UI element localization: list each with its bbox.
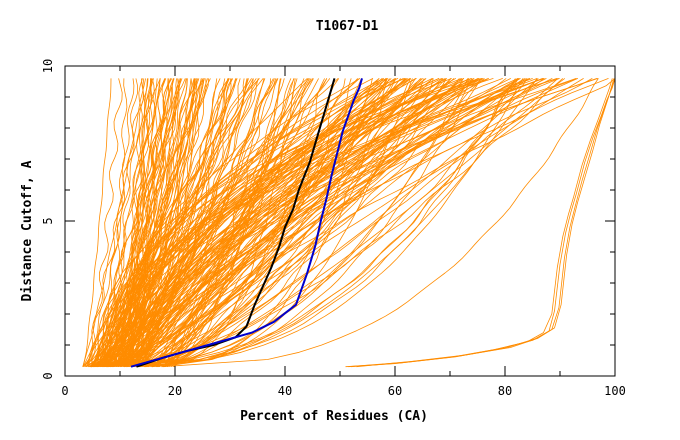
highlight-curves: [130, 78, 363, 368]
model-curve: [90, 78, 183, 367]
model-curve: [126, 78, 519, 368]
model-curve: [116, 78, 383, 367]
model-curve: [166, 78, 285, 368]
model-curve: [141, 78, 616, 367]
y-axis-label: Distance Cutoff, A: [20, 160, 35, 301]
model-curve: [143, 78, 545, 367]
model-curve: [142, 78, 577, 367]
model-curve: [120, 78, 475, 367]
model-curve: [139, 78, 533, 367]
model-curve: [130, 78, 392, 367]
model-curve: [94, 78, 543, 367]
model-curve: [162, 78, 599, 368]
y-tick-label: 10: [41, 59, 55, 73]
model-curve: [103, 78, 447, 367]
model-curve: [147, 78, 584, 368]
model-curve: [112, 78, 207, 367]
model-curve: [143, 78, 446, 367]
model-curves: [82, 78, 616, 368]
model-curve: [156, 78, 298, 368]
model-curve: [136, 78, 566, 368]
model-curve: [152, 78, 538, 368]
model-curve: [88, 78, 308, 367]
model-curve: [162, 78, 507, 367]
model-curve: [136, 78, 452, 368]
model-curve: [171, 78, 433, 367]
model-curve: [145, 78, 482, 367]
x-tick-label: 60: [388, 384, 402, 398]
model-curve: [83, 78, 144, 367]
model-curve: [82, 78, 149, 367]
model-curve: [101, 78, 560, 367]
model-curve: [103, 78, 417, 367]
model-curve: [151, 78, 539, 368]
model-curve: [127, 78, 544, 367]
model-curve: [107, 78, 388, 368]
model-curve: [110, 78, 309, 368]
model-curve: [138, 78, 390, 368]
model-curve: [105, 78, 472, 367]
model-curve: [100, 78, 257, 367]
model-curve: [122, 78, 399, 367]
outlier-curves: [345, 78, 616, 368]
model-curve: [124, 78, 473, 368]
axis-ticks: 0 20 40 60 80 100 0 5 10: [41, 59, 626, 398]
model-curve: [96, 78, 503, 367]
blue-highlight-curve: [130, 78, 363, 368]
x-tick-label: 20: [168, 384, 182, 398]
model-curve: [82, 78, 112, 367]
y-tick-label: 0: [41, 372, 55, 379]
model-curve: [98, 78, 361, 367]
chart-title: T1067-D1: [316, 19, 379, 34]
model-curve: [145, 78, 413, 368]
model-curve: [161, 78, 482, 368]
model-curve: [127, 78, 599, 367]
model-curve: [116, 78, 494, 367]
model-curve: [89, 78, 135, 367]
x-axis-label: Percent of Residues (CA): [240, 409, 428, 424]
model-curve: [98, 78, 339, 367]
x-tick-label: 40: [278, 384, 292, 398]
model-curve: [90, 78, 528, 368]
model-curve: [106, 78, 387, 368]
y-tick-label: 5: [41, 217, 55, 224]
model-curve: [133, 78, 408, 367]
x-tick-label: 0: [61, 384, 68, 398]
outlier-curve: [356, 78, 616, 368]
model-curve: [136, 78, 609, 367]
model-curve: [141, 78, 593, 367]
model-curve: [92, 78, 524, 368]
model-curve: [164, 78, 564, 368]
model-curve: [136, 78, 404, 367]
x-tick-label: 80: [498, 384, 512, 398]
model-curve: [151, 78, 559, 368]
x-tick-label: 100: [604, 384, 626, 398]
model-curve: [105, 78, 209, 368]
model-curve: [85, 78, 123, 367]
